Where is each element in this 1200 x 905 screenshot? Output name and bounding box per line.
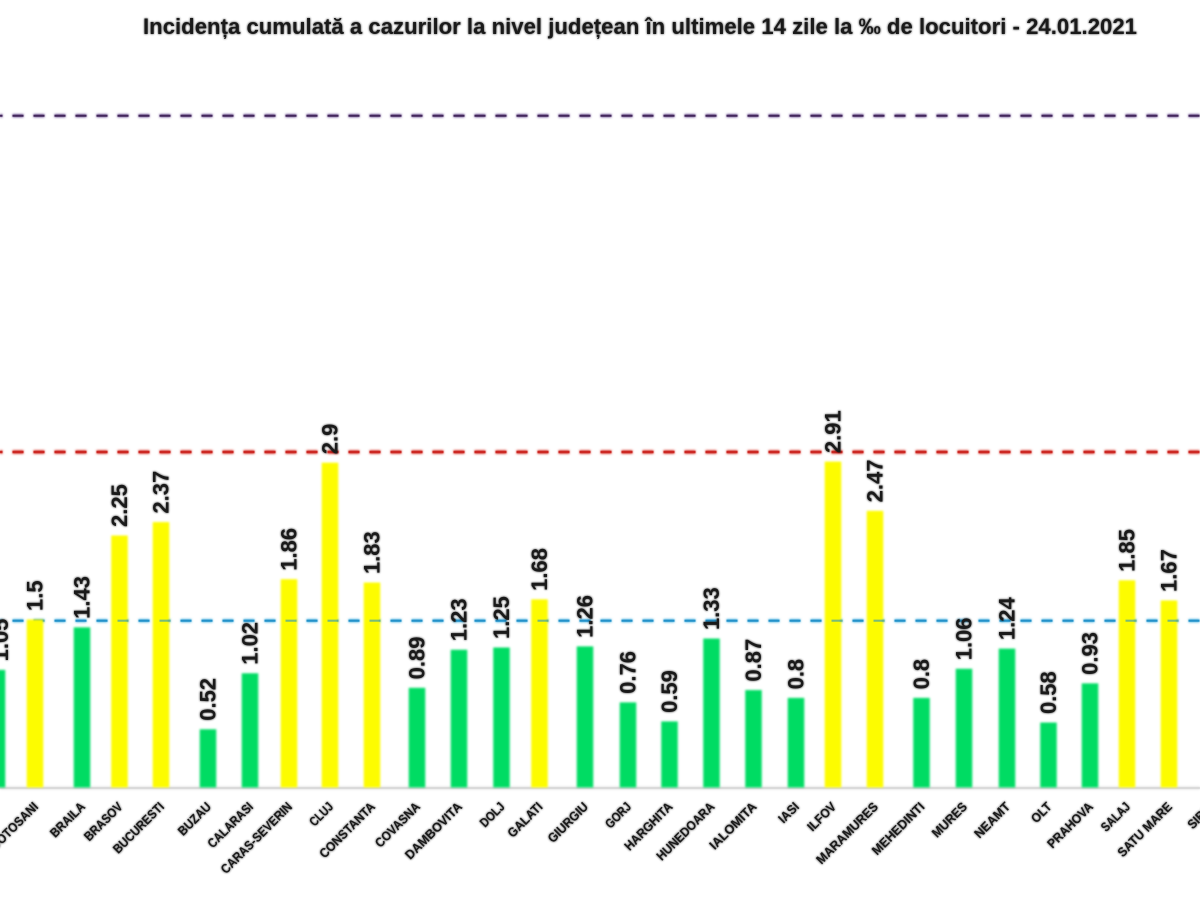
svg-text:0.8: 0.8 [909, 659, 934, 690]
svg-text:1.26: 1.26 [573, 595, 598, 638]
svg-text:1.02: 1.02 [238, 622, 263, 665]
svg-text:0.76: 0.76 [616, 651, 641, 694]
svg-text:1.06: 1.06 [952, 617, 977, 660]
svg-text:1.33: 1.33 [699, 587, 724, 630]
svg-text:0.89: 0.89 [405, 636, 430, 679]
svg-text:2.37: 2.37 [149, 471, 174, 514]
svg-text:1.86: 1.86 [277, 528, 302, 571]
svg-text:0.8: 0.8 [909, 659, 934, 690]
svg-text:0.8: 0.8 [784, 659, 809, 690]
svg-text:1.05: 1.05 [0, 619, 13, 662]
svg-text:Incidența cumulată a cazurilor: Incidența cumulată a cazurilor la nivel … [143, 14, 1137, 39]
svg-text:1.5: 1.5 [23, 580, 48, 611]
svg-text:1.43: 1.43 [70, 576, 95, 619]
svg-text:1.5: 1.5 [23, 580, 48, 611]
svg-text:1.25: 1.25 [489, 596, 514, 639]
svg-text:1.23: 1.23 [447, 598, 472, 641]
svg-text:1.85: 1.85 [1115, 529, 1140, 572]
svg-text:1.68: 1.68 [527, 548, 552, 591]
svg-text:1.86: 1.86 [277, 528, 302, 571]
svg-text:0.52: 0.52 [196, 678, 221, 721]
svg-text:2.91: 2.91 [821, 410, 846, 453]
svg-text:0.58: 0.58 [1036, 671, 1061, 714]
svg-text:1.26: 1.26 [573, 595, 598, 638]
svg-text:2.37: 2.37 [149, 471, 174, 514]
svg-text:1.67: 1.67 [1157, 549, 1182, 592]
svg-text:2.9: 2.9 [318, 424, 343, 455]
svg-text:1.43: 1.43 [70, 576, 95, 619]
svg-text:2.25: 2.25 [107, 484, 132, 527]
svg-text:0.93: 0.93 [1078, 632, 1103, 675]
svg-text:0.87: 0.87 [741, 639, 766, 682]
svg-text:1.83: 1.83 [360, 531, 385, 574]
svg-text:0.59: 0.59 [657, 670, 682, 713]
svg-text:1.02: 1.02 [238, 622, 263, 665]
svg-text:2.25: 2.25 [107, 484, 132, 527]
svg-text:1.06: 1.06 [952, 617, 977, 660]
svg-text:2.91: 2.91 [821, 410, 846, 453]
svg-text:0.89: 0.89 [405, 636, 430, 679]
svg-text:1.25: 1.25 [489, 596, 514, 639]
svg-text:1.33: 1.33 [699, 587, 724, 630]
svg-text:1.85: 1.85 [1115, 529, 1140, 572]
svg-text:0.76: 0.76 [616, 651, 641, 694]
svg-text:1.24: 1.24 [995, 597, 1020, 641]
svg-text:0.87: 0.87 [741, 639, 766, 682]
svg-text:2.47: 2.47 [863, 460, 888, 503]
svg-text:2.9: 2.9 [318, 424, 343, 455]
svg-text:1.23: 1.23 [447, 598, 472, 641]
svg-text:1.05: 1.05 [0, 619, 13, 662]
svg-text:1.68: 1.68 [527, 548, 552, 591]
svg-text:1.67: 1.67 [1157, 549, 1182, 592]
svg-text:0.52: 0.52 [196, 678, 221, 721]
svg-text:0.58: 0.58 [1036, 671, 1061, 714]
svg-text:0.93: 0.93 [1078, 632, 1103, 675]
svg-text:2.47: 2.47 [863, 460, 888, 503]
svg-text:1.83: 1.83 [360, 531, 385, 574]
svg-text:1.24: 1.24 [995, 597, 1020, 641]
svg-text:0.8: 0.8 [784, 659, 809, 690]
svg-text:Incidența cumulată a cazurilor: Incidența cumulată a cazurilor la nivel … [143, 14, 1137, 39]
svg-text:0.59: 0.59 [657, 670, 682, 713]
